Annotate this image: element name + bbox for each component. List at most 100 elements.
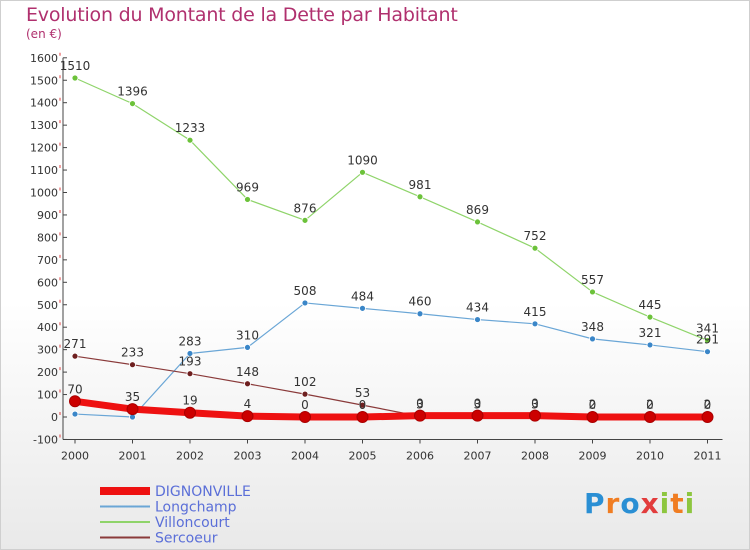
y-tick-label: 1500 — [30, 74, 58, 87]
data-label-dignonville: 0 — [416, 397, 424, 411]
data-point-sercoeur — [301, 390, 309, 398]
y-tick-label: 500 — [37, 299, 58, 312]
data-point-longchamp — [359, 304, 366, 312]
data-point-villoncourt — [474, 218, 481, 226]
y-tick-label: 1400 — [30, 97, 58, 110]
data-label-sercoeur: 193 — [179, 355, 202, 369]
x-tick-label: 2003 — [234, 449, 262, 462]
data-label-dignonville: 4 — [244, 397, 252, 411]
data-label-dignonville: 0 — [589, 398, 597, 412]
legend-label-longchamp: Longchamp — [155, 500, 237, 516]
data-point-longchamp — [416, 310, 424, 318]
logo-letter: x — [640, 487, 660, 520]
x-tick-label: 2002 — [176, 449, 204, 462]
data-point-dignonville — [241, 410, 254, 423]
series-line-villoncourt — [74, 77, 709, 342]
data-label-dignonville: 19 — [182, 394, 197, 408]
x-tick-label: 2007 — [464, 449, 492, 462]
data-point-dignonville — [644, 411, 656, 423]
logo-letter: i — [659, 487, 671, 520]
data-label-villoncourt: 341 — [696, 321, 719, 335]
data-point-villoncourt — [244, 196, 251, 203]
x-tick-label: 2001 — [119, 449, 147, 462]
data-point-dignonville — [529, 409, 541, 422]
data-label-dignonville: 70 — [67, 382, 82, 396]
y-tick-label: 1600 — [30, 52, 58, 65]
y-tick-label: 1100 — [30, 164, 58, 177]
data-point-dignonville — [586, 411, 599, 423]
data-point-dignonville — [356, 411, 369, 423]
data-label-sercoeur: 271 — [64, 337, 87, 351]
data-point-dignonville — [126, 403, 139, 416]
data-point-dignonville — [471, 409, 484, 422]
data-point-villoncourt — [416, 193, 424, 201]
data-point-dignonville — [414, 409, 426, 422]
data-label-sercoeur: 53 — [355, 386, 370, 400]
logo-letter: P — [584, 487, 606, 520]
logo-letter: r — [605, 487, 621, 520]
data-label-longchamp: 310 — [236, 328, 259, 342]
data-label-sercoeur: 3 — [474, 397, 482, 411]
data-label-dignonville: 0 — [704, 398, 712, 412]
data-label-sercoeur: 3 — [531, 397, 539, 411]
data-point-longchamp — [646, 341, 654, 349]
proxiti-logo: Proxiti — [584, 487, 695, 520]
series-line-dignonville — [71, 397, 711, 421]
data-label-villoncourt: 1233 — [175, 121, 206, 135]
data-point-villoncourt — [359, 168, 366, 176]
data-label-sercoeur: 148 — [236, 365, 259, 379]
data-label-sercoeur: 102 — [294, 375, 317, 389]
series-line-longchamp — [74, 302, 709, 418]
x-tick-label: 2005 — [349, 449, 377, 462]
data-label-villoncourt: 557 — [581, 273, 604, 287]
data-label-dignonville: 0 — [646, 398, 654, 412]
data-point-longchamp — [531, 320, 539, 328]
data-label-dignonville: 0 — [301, 398, 309, 412]
y-tick-label: -100 — [33, 433, 58, 446]
data-point-villoncourt — [129, 100, 136, 107]
data-point-villoncourt — [646, 313, 654, 321]
data-point-longchamp — [704, 348, 711, 356]
logo-letter: t — [670, 487, 685, 520]
x-tick-label: 2000 — [61, 449, 89, 462]
data-point-longchamp — [244, 344, 251, 351]
data-point-villoncourt — [71, 74, 79, 82]
data-point-sercoeur — [186, 370, 194, 378]
data-label-longchamp: 291 — [696, 333, 719, 347]
data-label-villoncourt: 445 — [639, 298, 662, 312]
data-point-dignonville — [69, 395, 81, 408]
legend-label-villoncourt: Villoncourt — [155, 515, 230, 531]
y-tick-label: 800 — [37, 231, 58, 244]
data-label-villoncourt: 876 — [294, 201, 317, 215]
data-point-dignonville — [701, 411, 714, 423]
data-point-sercoeur — [244, 380, 251, 388]
data-point-longchamp — [589, 335, 596, 343]
chart-subtitle: (en €) — [26, 27, 62, 41]
y-tick-label: 100 — [37, 389, 58, 402]
data-point-sercoeur — [129, 361, 136, 369]
data-label-villoncourt: 752 — [524, 229, 547, 243]
y-tick-label: 1300 — [30, 119, 58, 132]
data-point-villoncourt — [704, 337, 711, 344]
data-label-longchamp: 283 — [179, 334, 202, 348]
y-tick-label: 1000 — [30, 187, 58, 200]
data-label-longchamp: 348 — [581, 320, 604, 334]
data-label-longchamp: 434 — [466, 301, 489, 315]
legend-label-sercoeur: Sercoeur — [155, 531, 218, 547]
data-label-dignonville: 35 — [125, 390, 140, 404]
logo-letter: o — [620, 487, 641, 520]
y-tick-label: 700 — [37, 254, 58, 267]
x-tick-label: 2009 — [579, 449, 607, 462]
data-label-sercoeur: 2 — [704, 398, 712, 412]
data-label-dignonville: 0 — [359, 398, 367, 412]
y-tick-label: 300 — [37, 344, 58, 357]
data-label-villoncourt: 869 — [466, 203, 489, 217]
data-point-villoncourt — [531, 244, 539, 252]
data-label-longchamp: 321 — [639, 326, 662, 340]
data-point-longchamp — [474, 316, 481, 323]
data-label-villoncourt: 1510 — [60, 59, 91, 73]
y-tick-label: 1200 — [30, 142, 58, 155]
data-label-villoncourt: 1396 — [117, 85, 148, 99]
data-label-longchamp: 415 — [524, 305, 547, 319]
